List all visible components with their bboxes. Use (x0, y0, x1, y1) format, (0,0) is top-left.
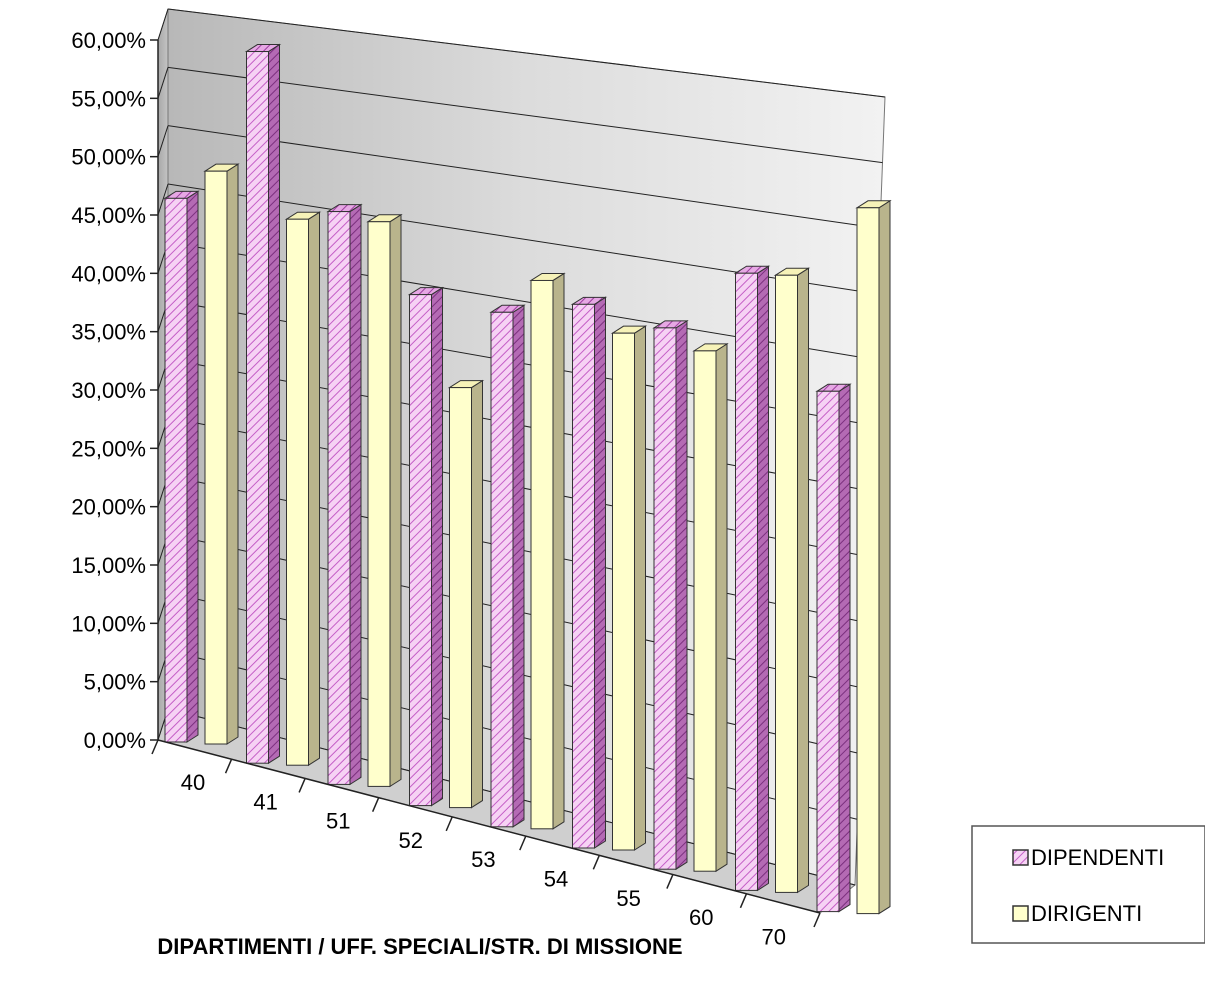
x-tick-label: 60 (689, 905, 713, 930)
bar-dipendenti-53 (489, 304, 526, 828)
bar-dipendenti-54 (570, 296, 608, 849)
x-tick-label: 55 (616, 886, 640, 911)
y-tick-label: 45,00% (71, 203, 146, 228)
bar-dipendenti-60 (733, 265, 771, 892)
bar-dirigenti-51 (366, 213, 403, 788)
bar-dirigenti-41 (284, 211, 322, 767)
bar-dipendenti-52 (407, 286, 445, 807)
bar-dipendenti-51 (326, 203, 363, 786)
gridline (167, 8, 886, 98)
y-tick-label: 20,00% (71, 495, 146, 520)
y-tick-label: 5,00% (84, 670, 146, 695)
legend-label-dipendenti: DIPENDENTI (1031, 845, 1164, 870)
bars (163, 43, 892, 915)
y-tick-label: 55,00% (71, 86, 146, 111)
bar-dipendenti-55 (652, 319, 689, 871)
y-tick-label: 35,00% (71, 320, 146, 345)
bar-dirigenti-54 (610, 325, 648, 851)
y-tick-label: 60,00% (71, 28, 146, 53)
x-axis-title: DIPARTIMENTI / UFF. SPECIALI/STR. DI MIS… (157, 934, 682, 959)
bar-dipendenti-70 (815, 383, 852, 913)
y-tick-label: 40,00% (71, 261, 146, 286)
gridline (167, 66, 883, 164)
x-tick-label: 54 (544, 867, 568, 892)
bar-dirigenti-40 (203, 163, 240, 745)
x-tick-label: 40 (181, 770, 205, 795)
y-axis: 0,00% 5,00% 10,00% 15,00% 20,00% 25,00% 30,00%… (71, 28, 159, 753)
x-tick-label: 53 (471, 847, 495, 872)
x-axis: 40 41 51 52 53 54 55 60 70 (151, 739, 821, 949)
gridline (167, 125, 881, 229)
y-tick-label: 15,00% (71, 553, 146, 578)
y-tick-label: 50,00% (71, 145, 146, 170)
legend-label-dirigenti: DIRIGENTI (1031, 901, 1142, 926)
legend-box (971, 825, 1205, 944)
bar-dipendenti-40 (163, 190, 200, 743)
bar-dirigenti-60 (773, 267, 811, 894)
bar-dirigenti-53 (529, 272, 566, 830)
y-tick-label: 10,00% (71, 611, 146, 636)
bar-dirigenti-70 (855, 199, 892, 915)
x-tick-label: 70 (762, 924, 786, 949)
y-tick-label: 0,00% (84, 728, 146, 753)
y-tick-label: 30,00% (71, 378, 146, 403)
bar-dirigenti-52 (447, 379, 485, 809)
bar-dirigenti-55 (692, 342, 729, 873)
legend: DIPENDENTI DIRIGENTI (971, 825, 1205, 944)
bar-dipendenti-41 (244, 43, 282, 765)
y-tick-label: 25,00% (71, 436, 146, 461)
x-tick-label: 52 (399, 828, 423, 853)
legend-swatch-dipendenti (1012, 849, 1029, 866)
x-tick-label: 51 (326, 809, 350, 834)
legend-swatch-dirigenti (1012, 905, 1029, 922)
x-tick-label: 41 (253, 789, 277, 814)
